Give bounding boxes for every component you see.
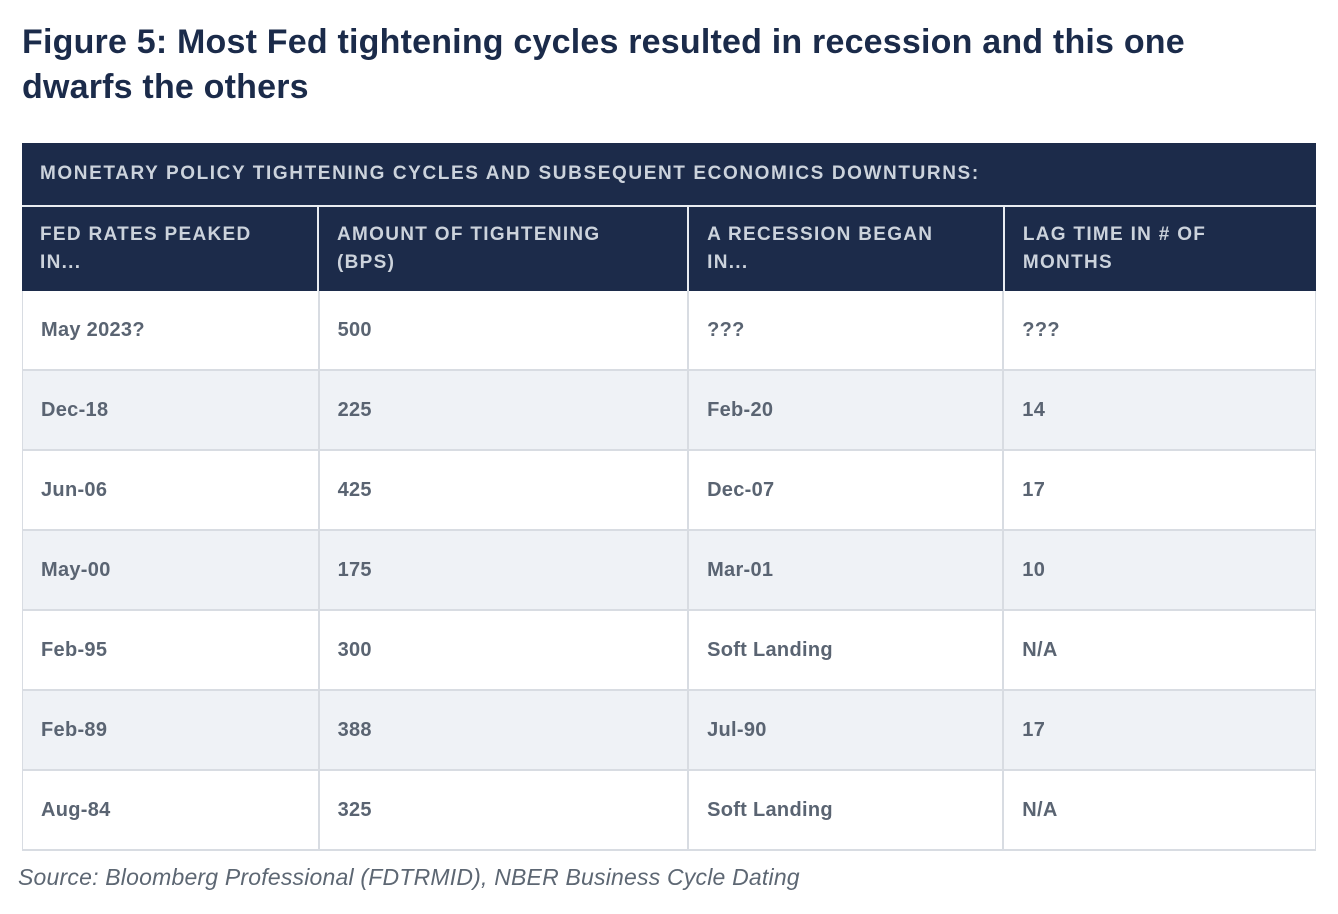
table-cell: ??? bbox=[687, 291, 1002, 369]
table-cell: May 2023? bbox=[41, 318, 145, 341]
table-header-row: FED RATES PEAKED IN... AMOUNT OF TIGHTEN… bbox=[22, 205, 1316, 291]
table-cell: N/A bbox=[1002, 771, 1315, 849]
table-cell: Soft Landing bbox=[687, 611, 1002, 689]
table-cell: Feb-95 bbox=[41, 638, 108, 661]
table-row: Jun-06 425 Dec-07 17 bbox=[23, 451, 1315, 531]
table-cell: Dec-18 bbox=[41, 398, 109, 421]
table-row: May 2023? 500 ??? ??? bbox=[23, 291, 1315, 371]
column-header-amount-of-tightening: AMOUNT OF TIGHTENING (BPS) bbox=[317, 207, 687, 291]
table-cell: Soft Landing bbox=[687, 771, 1002, 849]
table-cell: Jun-06 bbox=[41, 478, 108, 501]
table-cell: 388 bbox=[317, 691, 688, 769]
table-banner: MONETARY POLICY TIGHTENING CYCLES AND SU… bbox=[22, 143, 1316, 205]
table-cell: Feb-89 bbox=[41, 718, 108, 741]
table-body: May 2023? 500 ??? ??? Dec-18 225 Feb-20 … bbox=[22, 291, 1316, 851]
table-cell: 425 bbox=[317, 451, 688, 529]
table-cell: 225 bbox=[317, 371, 688, 449]
table-row: Aug-84 325 Soft Landing N/A bbox=[23, 771, 1315, 851]
table-cell: Aug-84 bbox=[41, 798, 111, 821]
table-cell: May-00 bbox=[41, 558, 111, 581]
column-header-fed-rates-peaked: FED RATES PEAKED IN... bbox=[40, 224, 252, 273]
tightening-cycles-table: MONETARY POLICY TIGHTENING CYCLES AND SU… bbox=[22, 143, 1316, 851]
table-cell: ??? bbox=[1002, 291, 1315, 369]
table-cell: 175 bbox=[317, 531, 688, 609]
column-header-lag-time: LAG TIME IN # OF MONTHS bbox=[1002, 207, 1316, 291]
table-row: Feb-89 388 Jul-90 17 bbox=[23, 691, 1315, 771]
table-cell: 14 bbox=[1002, 371, 1315, 449]
table-row: Dec-18 225 Feb-20 14 bbox=[23, 371, 1315, 451]
table-cell: 10 bbox=[1002, 531, 1315, 609]
table-cell: 500 bbox=[317, 291, 688, 369]
column-header-recession-began: A RECESSION BEGAN IN... bbox=[687, 207, 1003, 291]
figure-title: Figure 5: Most Fed tightening cycles res… bbox=[22, 23, 1185, 106]
table-cell: N/A bbox=[1002, 611, 1315, 689]
table-row: Feb-95 300 Soft Landing N/A bbox=[23, 611, 1315, 691]
source-note: Source: Bloomberg Professional (FDTRMID)… bbox=[18, 864, 800, 890]
table-cell: 17 bbox=[1002, 451, 1315, 529]
table-row: May-00 175 Mar-01 10 bbox=[23, 531, 1315, 611]
table-cell: Jul-90 bbox=[687, 691, 1002, 769]
table-cell: Feb-20 bbox=[687, 371, 1002, 449]
table-cell: 300 bbox=[317, 611, 688, 689]
table-cell: 17 bbox=[1002, 691, 1315, 769]
table-cell: 325 bbox=[317, 771, 688, 849]
table-cell: Dec-07 bbox=[687, 451, 1002, 529]
table-cell: Mar-01 bbox=[687, 531, 1002, 609]
